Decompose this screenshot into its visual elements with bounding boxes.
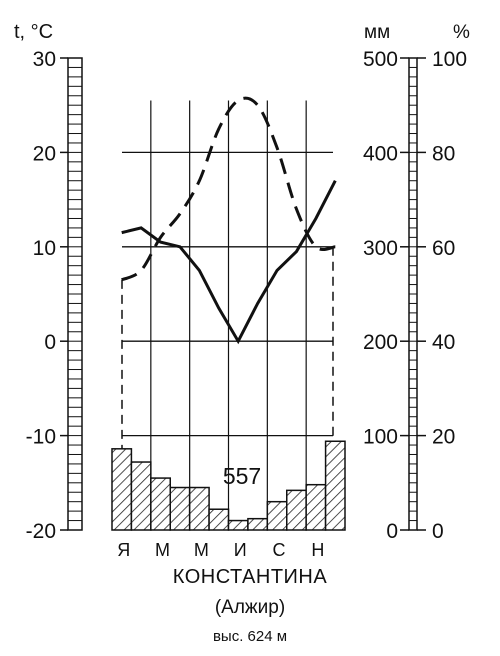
temp-axis-title: t, °C — [14, 21, 53, 43]
precip-axis-title: мм — [364, 22, 390, 43]
temp-tick-label: 0 — [44, 331, 56, 354]
precip-tick-label: 300 — [363, 237, 398, 260]
precip-bar — [227, 519, 249, 531]
humidity-tick-label: 0 — [432, 520, 444, 543]
precip-bar — [324, 440, 346, 531]
precip-bar — [169, 486, 191, 531]
month-label: М — [194, 540, 209, 560]
temp-tick-label: -20 — [26, 520, 56, 543]
station-elevation: выс. 624 м — [212, 628, 288, 645]
month-label: С — [273, 540, 286, 560]
temperature-series-line — [121, 96, 336, 282]
precip-bar — [150, 477, 171, 531]
humidity-tick-label: 80 — [432, 142, 455, 165]
precip-scale-ladder — [409, 66, 417, 522]
precip-tick-label: 400 — [363, 142, 398, 165]
humidity-tick-label: 60 — [432, 237, 455, 260]
month-label: Н — [311, 540, 324, 560]
humidity-tick-label: 40 — [432, 331, 455, 354]
precip-tick-label: 100 — [363, 426, 398, 449]
precip-bar — [111, 448, 133, 531]
precip-tick-label: 0 — [386, 520, 398, 543]
month-label: И — [234, 540, 247, 560]
precip-tick-label: 500 — [363, 48, 398, 71]
humidity-tick-label: 20 — [432, 426, 455, 449]
humidity-axis-ticks: 100 80 60 40 20 0 — [417, 48, 467, 543]
station-name: КОНСТАНТИНА — [172, 566, 328, 588]
precip-bar — [305, 483, 327, 531]
temp-tick-label: 30 — [33, 48, 56, 71]
precip-bar — [188, 486, 210, 531]
temp-tick-label: -10 — [26, 426, 56, 449]
precip-bars — [111, 440, 346, 531]
precip-axis-ticks: 500 400 300 200 100 0 — [363, 48, 409, 543]
precip-bar — [286, 489, 307, 531]
precip-bar — [130, 461, 152, 531]
precip-tick-label: 200 — [363, 331, 398, 354]
precip-bar — [266, 500, 288, 531]
humidity-tick-label: 100 — [432, 48, 467, 71]
temp-axis-ticks: 30 20 10 0 -10 -20 — [26, 48, 68, 543]
precip-total-label: 557 — [223, 463, 261, 489]
humidity-axis-title: % — [453, 22, 470, 43]
temp-tick-label: 20 — [33, 142, 56, 165]
precip-bar — [247, 517, 269, 531]
temp-scale-ladder — [68, 66, 82, 522]
month-label: Я — [117, 540, 130, 560]
month-label: М — [155, 540, 170, 560]
station-country: (Алжир) — [214, 597, 286, 618]
humidity-series-line — [121, 180, 337, 345]
temp-tick-label: 10 — [33, 237, 56, 260]
precip-bar — [208, 508, 230, 531]
